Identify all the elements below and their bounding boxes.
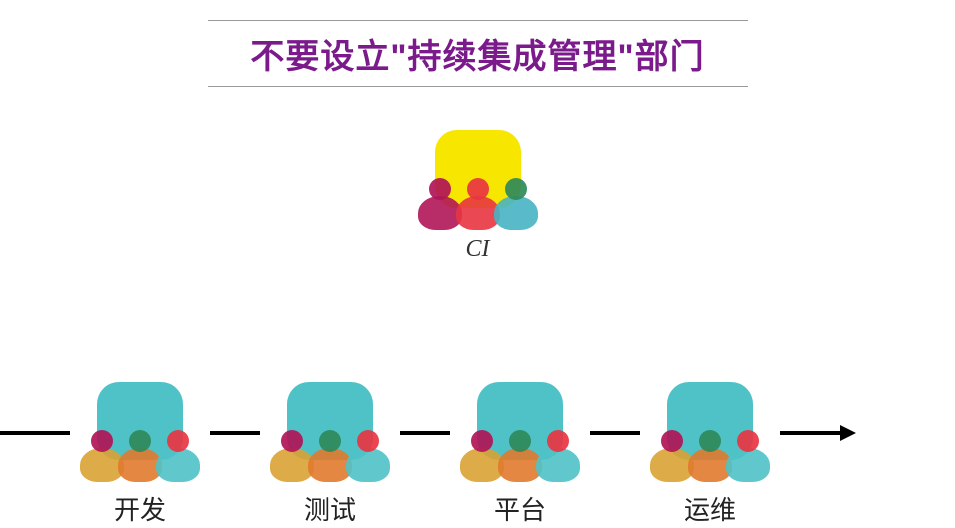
ci-team-icon <box>418 130 538 230</box>
team-label: 测试 <box>260 490 400 527</box>
pipeline-segment <box>400 431 450 435</box>
pipeline-segment <box>0 431 70 435</box>
team-node: 运维 <box>640 382 780 527</box>
team-node: 测试 <box>260 382 400 527</box>
pipeline-row: 开发测试平台运维 <box>0 360 955 505</box>
pipeline-segment <box>210 431 260 435</box>
ci-label: CI <box>418 236 538 263</box>
pipeline-segment <box>590 431 640 435</box>
team-icon <box>270 382 390 482</box>
team-icon <box>460 382 580 482</box>
slide-title-block: 不要设立"持续集成管理"部门 <box>208 20 748 87</box>
ci-node: CI <box>418 130 538 263</box>
title-rule-bottom <box>208 86 748 87</box>
team-node: 开发 <box>70 382 210 527</box>
team-node: 平台 <box>450 382 590 527</box>
team-label: 平台 <box>450 490 590 527</box>
pipeline-segment <box>780 431 840 435</box>
team-label: 开发 <box>70 490 210 527</box>
slide-title: 不要设立"持续集成管理"部门 <box>208 21 748 86</box>
team-icon <box>650 382 770 482</box>
pipeline-arrowhead-icon <box>840 425 856 441</box>
team-label: 运维 <box>640 490 780 527</box>
team-icon <box>80 382 200 482</box>
